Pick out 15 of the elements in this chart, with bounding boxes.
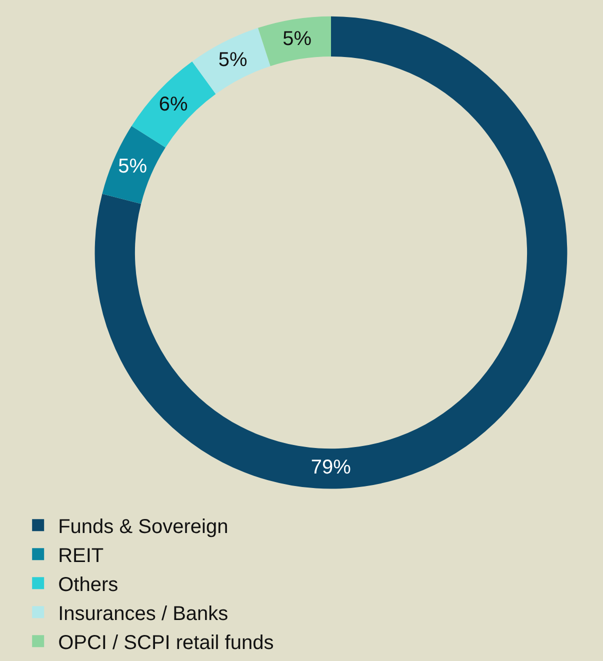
legend-label: Others [58,574,118,596]
donut-slice [94,16,567,489]
data-label: 79% [310,456,352,478]
legend-label: OPCI / SCPI retail funds [58,632,274,654]
legend-label: Funds & Sovereign [58,516,228,538]
data-label: 5% [218,48,248,71]
legend-label: Insurances / Banks [58,602,228,625]
donut-slice [102,126,166,204]
donut-slice [192,28,270,94]
data-label: 5% [118,156,148,178]
donut-slice [258,16,331,66]
data-label: 6% [158,94,188,116]
donut-slice [132,61,216,148]
legend-label: REIT [58,544,104,567]
data-label: 5% [282,28,312,50]
